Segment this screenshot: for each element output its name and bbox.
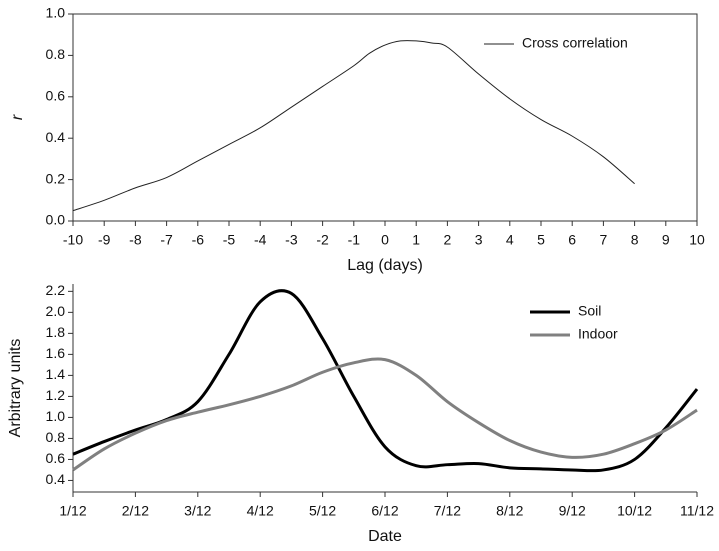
x-tick-label: 8/12: [496, 503, 523, 519]
y-axis-title: r: [9, 114, 26, 120]
y-tick-label: 0.6: [46, 450, 66, 466]
y-tick-label: 1.0: [46, 408, 66, 424]
x-tick-label: -3: [285, 232, 298, 248]
x-tick-label: 11/12: [680, 503, 714, 519]
x-tick-label: -10: [63, 232, 83, 248]
x-tick-label: 7/12: [434, 503, 461, 519]
x-axis-title: Date: [368, 528, 402, 545]
x-tick-label: 9/12: [559, 503, 586, 519]
x-tick-label: 9: [662, 232, 670, 248]
y-tick-label: 0.8: [46, 429, 66, 445]
y-tick-label: 1.2: [46, 387, 66, 403]
data-line: [72, 40, 635, 212]
x-tick-label: 5: [537, 232, 545, 248]
data-line: [72, 357, 698, 472]
x-tick-label: 5/12: [309, 503, 336, 519]
y-tick-label: 2.2: [46, 282, 66, 298]
x-tick-label: 6: [568, 232, 576, 248]
y-tick-label: 0.4: [46, 129, 66, 145]
x-tick-label: 4/12: [247, 503, 274, 519]
y-tick-label: 0.2: [46, 170, 66, 186]
x-tick-label: -2: [316, 232, 329, 248]
x-tick-label: 7: [600, 232, 608, 248]
legend-label: Cross correlation: [522, 35, 628, 51]
x-tick-label: -6: [192, 232, 205, 248]
legend-label: Soil: [578, 303, 601, 319]
x-tick-label: -5: [223, 232, 236, 248]
y-tick-label: 0.0: [46, 212, 66, 228]
y-tick-label: 1.8: [46, 324, 66, 340]
x-tick-label: -7: [160, 232, 173, 248]
x-tick-label: -1: [348, 232, 361, 248]
x-tick-label: 6/12: [371, 503, 398, 519]
data-line: [72, 289, 699, 473]
x-tick-label: 10: [689, 232, 705, 248]
y-tick-label: 0.4: [46, 471, 66, 487]
y-tick-label: 1.6: [46, 345, 66, 361]
x-tick-label: 8: [631, 232, 639, 248]
x-tick-label: -4: [254, 232, 267, 248]
y-tick-label: 0.8: [46, 46, 66, 62]
y-tick-label: 1.0: [46, 5, 66, 21]
x-tick-label: -9: [98, 232, 111, 248]
x-tick-label: 4: [506, 232, 514, 248]
x-axis-title: Lag (days): [347, 257, 423, 274]
x-tick-label: -8: [129, 232, 142, 248]
x-tick-label: 0: [381, 232, 389, 248]
x-tick-label: 3/12: [184, 503, 211, 519]
y-tick-label: 0.6: [46, 88, 66, 104]
y-axis-title: Arbitrary units: [7, 339, 24, 438]
x-tick-label: 1/12: [59, 503, 86, 519]
y-tick-label: 2.0: [46, 303, 66, 319]
x-tick-label: 2: [444, 232, 452, 248]
y-tick-label: 1.4: [46, 366, 66, 382]
legend-label: Indoor: [578, 326, 618, 342]
x-tick-label: 1: [412, 232, 420, 248]
x-tick-label: 2/12: [122, 503, 149, 519]
x-tick-label: 10/12: [617, 503, 652, 519]
x-tick-label: 3: [475, 232, 483, 248]
